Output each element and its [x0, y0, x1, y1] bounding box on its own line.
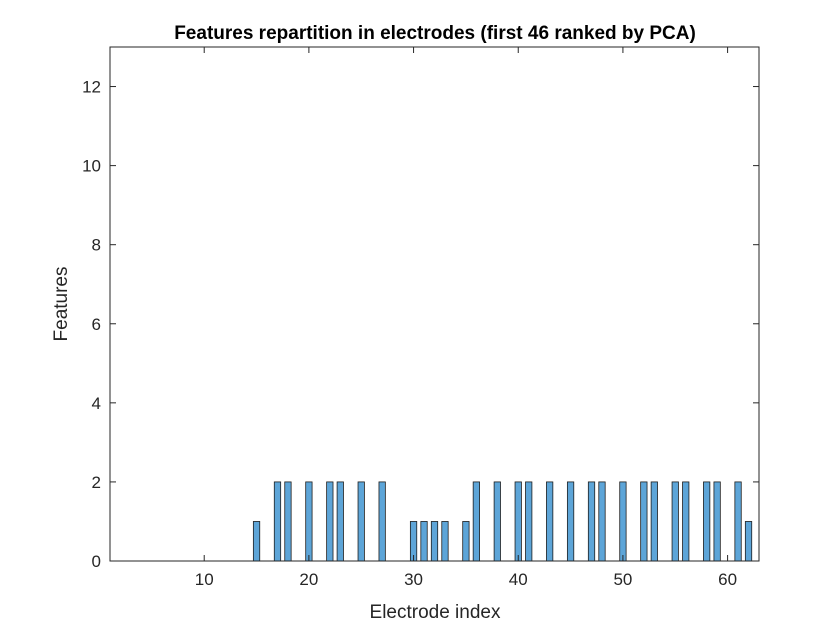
- bar-electrode-53: [650, 481, 658, 562]
- bar-electrode-36: [472, 481, 480, 562]
- bar-electrode-20: [305, 481, 313, 562]
- bar-electrode-59: [713, 481, 721, 562]
- ticks-group: 10 20 30 40 50 60 0 2 4 6 8 10 12: [82, 47, 759, 589]
- x-tick-label-20: 20: [299, 570, 318, 589]
- y-tick-label-2: 2: [92, 473, 101, 492]
- x-tick-label-60: 60: [718, 570, 737, 589]
- bar-electrode-15: [252, 521, 261, 562]
- bar-electrode-27: [378, 481, 386, 562]
- y-tick-label-6: 6: [92, 315, 101, 334]
- bar-electrode-47: [587, 481, 596, 562]
- bar-electrode-52: [640, 481, 648, 562]
- bar-electrode-35: [462, 521, 470, 562]
- bar-electrode-18: [284, 481, 292, 562]
- bar-electrode-33: [441, 521, 449, 562]
- bar-electrode-45: [566, 481, 575, 562]
- bar-electrode-22: [326, 481, 334, 562]
- y-tick-label-12: 12: [82, 78, 101, 97]
- y-tick-label-8: 8: [92, 236, 101, 255]
- x-tick-label-30: 30: [404, 570, 423, 589]
- bar-electrode-32: [430, 521, 439, 562]
- bar-electrode-56: [682, 481, 690, 562]
- chart-title: Features repartition in electrodes (firs…: [174, 23, 696, 44]
- bar-electrode-23: [336, 481, 344, 562]
- bar-electrode-25: [357, 481, 365, 562]
- bar-electrode-62: [744, 521, 753, 562]
- bar-electrode-61: [734, 481, 742, 562]
- bars-group: [252, 481, 753, 562]
- y-tick-label-4: 4: [92, 394, 101, 413]
- plot-frame: [109, 46, 760, 562]
- bar-electrode-55: [671, 481, 679, 562]
- bar-electrode-40: [514, 481, 522, 562]
- bar-electrode-38: [493, 481, 501, 562]
- bar-electrode-58: [703, 481, 711, 562]
- bar-electrode-41: [525, 481, 533, 562]
- bar-electrode-17: [273, 481, 282, 562]
- y-axis-label: Features: [51, 267, 72, 342]
- bar-electrode-43: [546, 481, 554, 562]
- x-axis-label: Electrode index: [370, 602, 501, 623]
- bar-electrode-31: [420, 521, 428, 562]
- x-tick-label-40: 40: [509, 570, 528, 589]
- plot-area: [110, 47, 759, 561]
- bar-electrode-50: [619, 481, 627, 562]
- y-tick-label-10: 10: [82, 157, 101, 176]
- x-tick-label-10: 10: [195, 570, 214, 589]
- x-tick-label-50: 50: [613, 570, 632, 589]
- y-tick-label-0: 0: [92, 552, 101, 571]
- bar-electrode-48: [598, 481, 606, 562]
